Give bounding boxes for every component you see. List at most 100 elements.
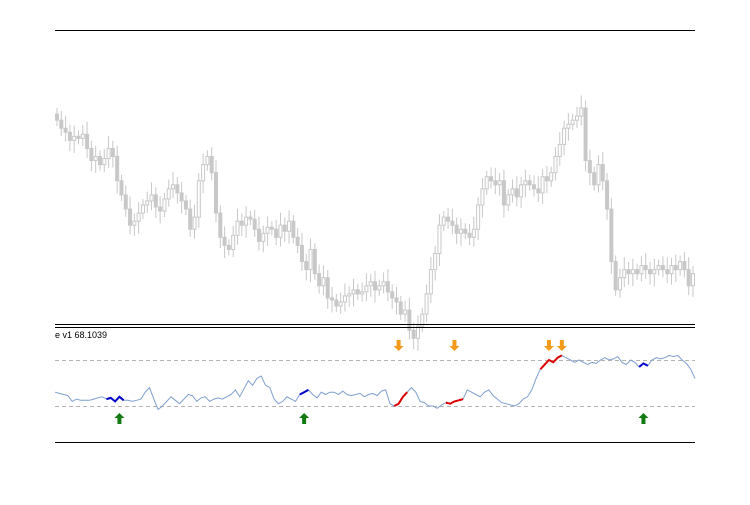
candle-body: [403, 309, 408, 315]
candle-body: [587, 160, 592, 174]
buy-signal-arrow-up-icon: [114, 413, 125, 424]
candle-body: [132, 220, 137, 226]
candle-body: [489, 176, 494, 182]
candle-body: [209, 156, 214, 174]
candle-body: [136, 212, 141, 222]
oscillator-line: [54, 354, 696, 411]
candle-body: [222, 236, 227, 246]
candle-body: [153, 194, 158, 208]
candlestick-series: [55, 95, 695, 351]
candle-body: [678, 261, 683, 271]
candle-body: [424, 293, 429, 315]
candle-body: [656, 265, 661, 271]
candle-body: [291, 220, 296, 238]
candle-body: [97, 156, 102, 166]
candle-body: [450, 220, 455, 226]
candle-body: [514, 188, 519, 198]
sell-signal-arrow-down-icon: [556, 340, 567, 351]
candle-body: [67, 131, 72, 141]
candle-body: [592, 172, 597, 186]
candle-body: [295, 236, 300, 246]
candle-body: [553, 156, 558, 174]
candle-body: [381, 281, 386, 287]
candle-body: [549, 172, 554, 182]
candle-body: [574, 115, 579, 121]
candle-body: [579, 107, 584, 117]
candle-body: [471, 228, 476, 238]
candle-body: [93, 156, 98, 162]
candle-body: [269, 226, 274, 230]
candle-body: [691, 273, 695, 287]
candle-body: [140, 204, 145, 214]
candle-body: [605, 180, 610, 210]
candle-body: [102, 158, 107, 166]
candle-body: [368, 281, 373, 287]
candle-body: [648, 269, 653, 275]
candle-body: [252, 218, 257, 230]
candle-body: [630, 269, 635, 275]
candle-body: [506, 194, 511, 206]
oversold-segment: [299, 389, 309, 396]
candle-body: [557, 143, 562, 158]
candle-body: [407, 309, 412, 331]
candle-body: [441, 216, 446, 226]
candle-body: [231, 234, 236, 250]
candle-body: [428, 269, 433, 295]
candle-body: [166, 188, 171, 200]
candle-body: [179, 192, 184, 202]
candle-body: [128, 208, 133, 226]
candle-body: [334, 299, 339, 307]
candle-body: [458, 228, 463, 234]
oscillator-series: [54, 354, 696, 411]
candle-body: [351, 289, 356, 295]
candle-body: [80, 133, 85, 139]
candle-body: [218, 212, 223, 238]
candle-body: [119, 180, 124, 196]
candle-body: [617, 277, 622, 291]
candle-body: [115, 156, 120, 182]
candle-body: [76, 135, 81, 139]
indicator-label: e v1 68.1039: [55, 330, 108, 340]
candle-body: [256, 228, 261, 242]
candle-body: [299, 244, 304, 263]
candle-body: [394, 297, 399, 303]
candle-body: [214, 172, 218, 214]
candle-body: [338, 301, 343, 307]
candle-body: [480, 188, 485, 206]
candle-body: [433, 252, 438, 271]
candle-body: [192, 216, 197, 230]
oversold-segment: [638, 362, 649, 368]
signal-arrows: [114, 340, 649, 424]
candle-body: [437, 224, 442, 254]
candle-body: [660, 265, 665, 271]
oversold-segment: [106, 395, 125, 403]
candle-body: [63, 127, 68, 133]
candle-body: [570, 119, 575, 125]
candle-body: [673, 265, 678, 271]
candle-body: [635, 269, 640, 275]
candle-body: [562, 127, 567, 145]
candle-body: [265, 226, 270, 234]
candle-body: [330, 297, 335, 301]
overbought-segment: [539, 354, 563, 370]
candle-body: [317, 273, 322, 287]
candle-body: [639, 265, 644, 275]
candle-body: [72, 135, 77, 141]
candle-body: [282, 224, 287, 232]
candle-body: [454, 224, 459, 234]
buy-signal-arrow-up-icon: [638, 413, 649, 424]
candle-body: [493, 180, 498, 186]
candle-body: [342, 295, 347, 303]
candle-body: [360, 291, 365, 295]
candle-body: [261, 232, 266, 242]
candle-body: [364, 285, 369, 293]
candle-body: [201, 164, 206, 182]
candle-body: [196, 180, 201, 218]
candle-body: [652, 269, 657, 275]
candle-body: [540, 176, 545, 194]
candle-body: [226, 244, 231, 250]
candle-body: [158, 206, 163, 212]
candle-body: [85, 133, 90, 149]
